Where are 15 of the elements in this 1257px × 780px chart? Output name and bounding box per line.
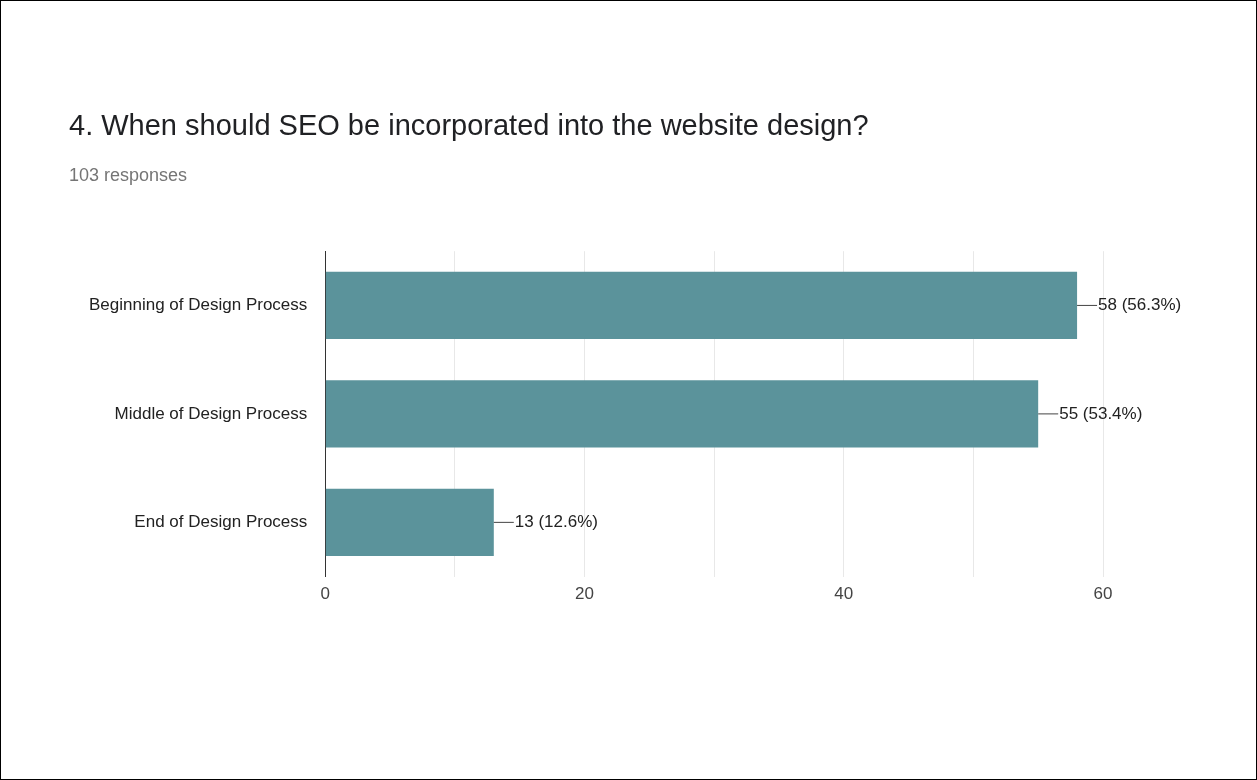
x-tick-label: 40 [834, 584, 854, 604]
data-label: 13 (12.6%) [514, 512, 598, 532]
x-tick-label: 60 [1093, 584, 1113, 604]
bar [325, 380, 1039, 448]
bar [325, 271, 1078, 340]
chart-title: 4. When should SEO be incorporated into the website design? [69, 109, 869, 142]
text: 103 responses [69, 165, 188, 186]
x-tick-label: 0 [320, 584, 331, 604]
data-label: 55 (53.4%) [1059, 403, 1143, 423]
bar [325, 488, 494, 556]
x-tick-label: 20 [575, 584, 594, 604]
y-tick-label: Beginning of Design Process [89, 295, 308, 315]
data-label: 58 (56.3%) [1098, 295, 1182, 315]
y-tick-label: End of Design Process [134, 512, 308, 532]
y-tick-label: Middle of Design Process [114, 403, 308, 423]
